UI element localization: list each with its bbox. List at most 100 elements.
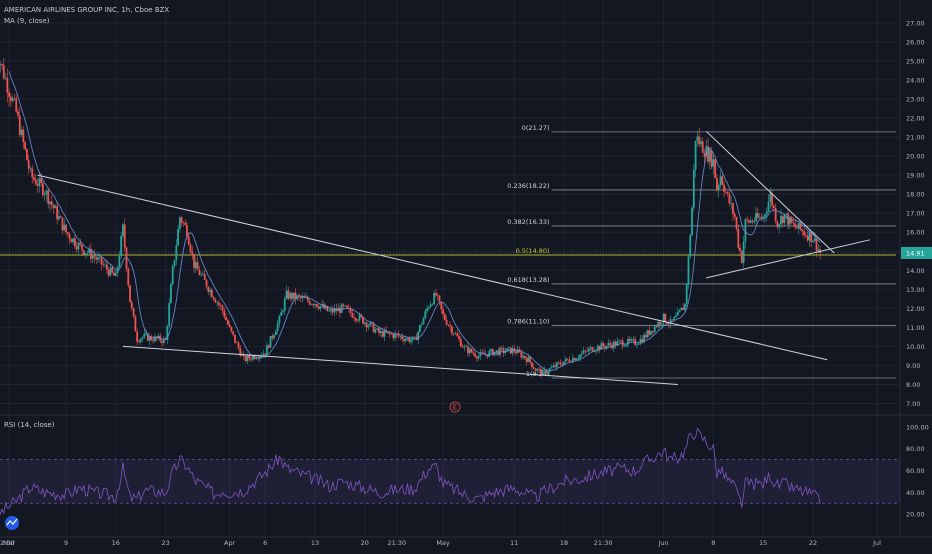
fib-level-label: 0.382(16.33) — [507, 218, 549, 226]
tradingview-logo-glyph — [6, 518, 18, 526]
candle-body — [323, 304, 325, 309]
x-tick-label: 8 — [711, 539, 715, 547]
candle-body — [723, 184, 725, 192]
candle-body — [72, 238, 75, 243]
candle-body — [266, 345, 268, 355]
candle-body — [42, 183, 44, 196]
candle-body — [563, 361, 565, 366]
candle-body — [490, 349, 492, 352]
x-tick-label: 18 — [560, 539, 568, 547]
candle-body — [22, 129, 25, 143]
rsi-indicator — [0, 427, 900, 516]
candle-body — [301, 296, 304, 299]
candle-body — [340, 304, 343, 313]
candle-body — [82, 250, 85, 255]
candle-body — [705, 146, 708, 157]
candle-body — [77, 242, 80, 250]
candle-body — [331, 309, 334, 313]
candle-body — [141, 337, 144, 340]
candle-body — [532, 367, 535, 369]
candle-body — [554, 365, 556, 368]
candle-body — [271, 336, 274, 339]
candle-body — [593, 351, 596, 352]
candle-body — [267, 345, 270, 348]
rsi-tick-label: 80.00 — [906, 445, 925, 453]
candle-body — [24, 142, 27, 150]
candle-body — [627, 338, 629, 345]
candle-body — [388, 332, 391, 334]
candle-body — [637, 343, 640, 345]
candle-body — [6, 77, 9, 93]
candle-body — [305, 297, 308, 299]
candle-body — [207, 287, 210, 292]
candle-body — [529, 356, 532, 363]
symbol-title[interactable]: AMERICAN AIRLINES GROUP INC, 1h, Cboe BZ… — [4, 6, 170, 14]
candle-body — [109, 267, 112, 276]
rsi-tick-label: 40.00 — [906, 489, 925, 497]
candle-body — [29, 168, 32, 170]
candles — [0, 57, 821, 378]
candle-body — [586, 350, 589, 352]
candle-body — [461, 346, 464, 348]
candle-body — [589, 347, 592, 349]
candle-body — [246, 355, 249, 362]
candle-body — [717, 185, 720, 191]
candle-body — [139, 339, 142, 343]
candle-body — [774, 208, 777, 222]
candle-body — [769, 193, 772, 202]
rsi-legend[interactable]: RSI (14, close) — [4, 421, 55, 429]
candle-body — [214, 299, 217, 303]
candle-body — [221, 305, 224, 311]
ma-legend[interactable]: MA (9, close) — [4, 17, 50, 25]
candle-body — [620, 340, 622, 342]
trendlines[interactable] — [37, 130, 870, 385]
candle-body — [655, 326, 658, 328]
candle-body — [783, 213, 786, 224]
candle-body — [602, 343, 605, 347]
candle-body — [168, 303, 171, 327]
candle-body — [367, 325, 370, 328]
candle-body — [772, 205, 775, 209]
candle-body — [401, 336, 404, 340]
x-tick-label: 21:30 — [387, 539, 406, 547]
candle-body — [397, 334, 400, 337]
candle-body — [178, 217, 181, 229]
candle-body — [644, 334, 647, 338]
candle-body — [696, 136, 699, 141]
candle-body — [571, 357, 574, 363]
candle-body — [442, 309, 444, 315]
candle-body — [383, 330, 386, 337]
candle-body — [817, 249, 820, 251]
candle-body — [742, 241, 745, 263]
candle-body — [392, 334, 395, 338]
candle-body — [130, 302, 133, 309]
candle-body — [504, 351, 507, 353]
candle-body — [803, 231, 805, 236]
candle-body — [91, 255, 94, 259]
candle-body — [584, 350, 587, 352]
candle-body — [468, 348, 471, 354]
fibonacci-retracement[interactable]: 0(21.27) 0.236(18.22) 0.382(16.33) 0.5(14.8… — [0, 124, 896, 379]
candle-body — [79, 242, 82, 245]
candle-body — [280, 312, 283, 316]
candle-body — [363, 322, 366, 324]
candle-body — [49, 201, 51, 204]
candle-body — [499, 347, 501, 355]
candle-body — [54, 206, 57, 209]
y-tick-label: 17.00 — [906, 210, 925, 218]
y-tick-label: 24.00 — [906, 76, 925, 84]
candle-body — [716, 177, 718, 191]
candle-body — [739, 247, 741, 251]
trendline — [706, 239, 870, 279]
candle-body — [788, 216, 791, 225]
candle-body — [486, 354, 489, 357]
candle-body — [143, 333, 146, 338]
candle-body — [419, 324, 421, 332]
candle-body — [472, 352, 475, 354]
candle-body — [365, 322, 368, 328]
candle-body — [4, 77, 7, 79]
trendline — [37, 174, 828, 361]
y-tick-label: 10.00 — [906, 343, 925, 351]
